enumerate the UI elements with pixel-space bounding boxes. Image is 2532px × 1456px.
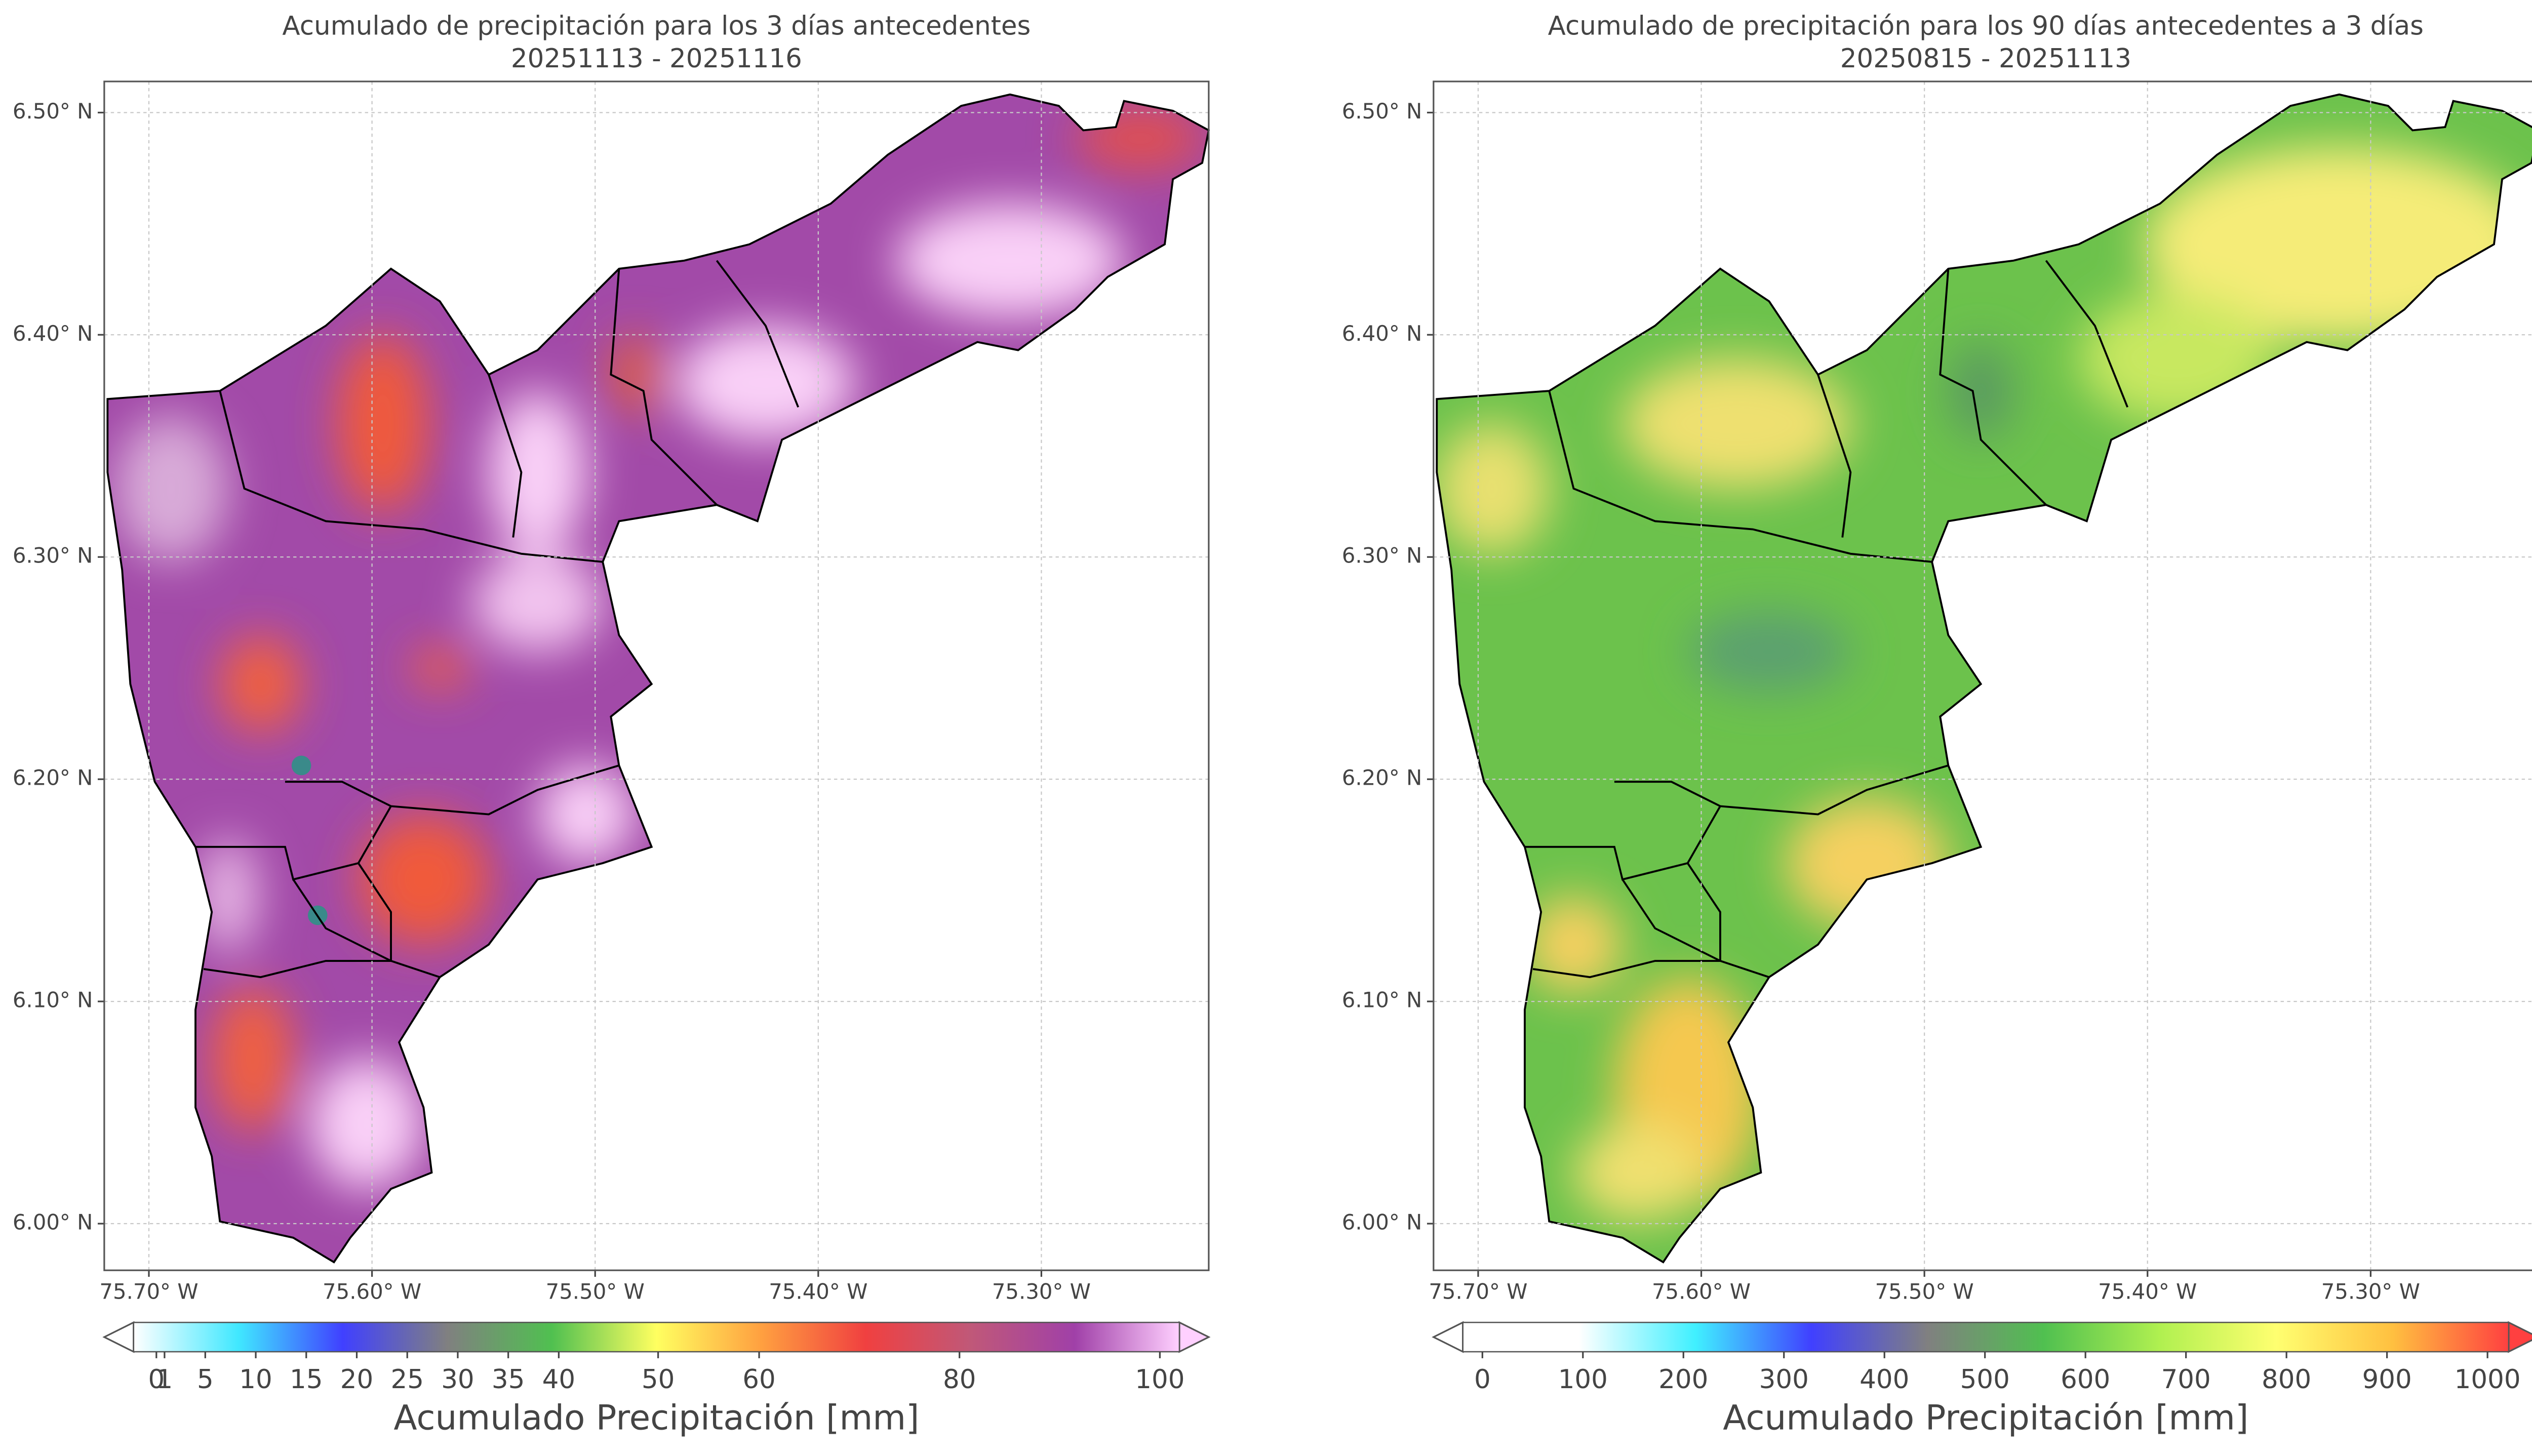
y-tick-label: 6.30° N	[1342, 543, 1422, 568]
y-tick-label: 6.20° N	[13, 765, 93, 790]
colorbar-tick-label: 60	[742, 1364, 775, 1395]
colorbar-tick-label: 30	[441, 1364, 474, 1395]
y-tick-label: 6.00° N	[13, 1210, 93, 1235]
colorbar-tick-label: 1	[156, 1364, 173, 1395]
panel-title: Acumulado de precipitación para los 90 d…	[1548, 11, 2424, 42]
colorbar-tick-label: 80	[943, 1364, 976, 1395]
colorbar-tick-label: 700	[2161, 1364, 2211, 1395]
colorbar-tick-label: 400	[1860, 1364, 1909, 1395]
y-tick-label: 6.10° N	[1342, 988, 1422, 1013]
colorbar	[133, 1321, 1180, 1353]
y-tick-label: 6.00° N	[1342, 1210, 1422, 1235]
x-tick-label: 75.50° W	[546, 1279, 645, 1304]
y-tick-label: 6.30° N	[13, 543, 93, 568]
map-frame	[1433, 80, 2532, 1271]
colorbar-tick-label: 600	[2061, 1364, 2110, 1395]
colorbar-label: Acumulado Precipitación [mm]	[393, 1398, 919, 1438]
panel-subtitle: 20251113 - 20251116	[511, 44, 802, 74]
colorbar-tick-label: 5	[197, 1364, 214, 1395]
y-tick-label: 6.40° N	[13, 321, 93, 346]
colorbar	[1462, 1321, 2510, 1353]
map-right	[1424, 82, 2532, 1270]
colorbar-tick-label: 1000	[2455, 1364, 2521, 1395]
x-tick-label: 75.70° W	[99, 1279, 198, 1304]
x-tick-label: 75.60° W	[1652, 1279, 1751, 1304]
colorbar-tick-label: 100	[1558, 1364, 1608, 1395]
colorbar-tick-label: 10	[239, 1364, 272, 1395]
y-tick-label: 6.40° N	[1342, 321, 1422, 346]
colorbar-max-arrow	[1178, 1321, 1211, 1353]
x-tick-label: 75.40° W	[769, 1279, 867, 1304]
y-tick-label: 6.20° N	[1342, 765, 1422, 790]
x-tick-label: 75.40° W	[2098, 1279, 2197, 1304]
colorbar-tick-label: 35	[492, 1364, 525, 1395]
colorbar-tick-label: 15	[290, 1364, 323, 1395]
colorbar-tick-label: 0	[1474, 1364, 1491, 1395]
colorbar-tick-label: 100	[1135, 1364, 1184, 1395]
panel-title: Acumulado de precipitación para los 3 dí…	[282, 11, 1031, 42]
colorbar-tick-label: 800	[2262, 1364, 2311, 1395]
colorbar-max-arrow	[2508, 1321, 2532, 1353]
y-tick-label: 6.50° N	[1342, 99, 1422, 124]
map-left	[107, 94, 1209, 1263]
colorbar-label: Acumulado Precipitación [mm]	[1723, 1398, 2248, 1438]
colorbar-min-arrow	[102, 1321, 135, 1353]
y-tick-label: 6.10° N	[13, 988, 93, 1013]
colorbar-tick-label: 300	[1759, 1364, 1809, 1395]
colorbar-tick-label: 40	[542, 1364, 575, 1395]
map-frame	[103, 80, 1210, 1271]
panel-subtitle: 20250815 - 20251113	[1840, 44, 2131, 74]
x-tick-label: 75.30° W	[2321, 1279, 2420, 1304]
colorbar-tick-label: 200	[1658, 1364, 1708, 1395]
colorbar-min-arrow	[1432, 1321, 1464, 1353]
y-tick-label: 6.50° N	[13, 99, 93, 124]
colorbar-tick-label: 500	[1960, 1364, 2010, 1395]
x-tick-label: 75.70° W	[1429, 1279, 1527, 1304]
x-tick-label: 75.50° W	[1875, 1279, 1974, 1304]
colorbar-tick-label: 0	[148, 1364, 165, 1395]
x-tick-label: 75.30° W	[992, 1279, 1091, 1304]
colorbar-tick-label: 50	[642, 1364, 675, 1395]
colorbar-tick-label: 20	[340, 1364, 373, 1395]
colorbar-tick-label: 25	[390, 1364, 423, 1395]
colorbar-tick-label: 900	[2362, 1364, 2412, 1395]
x-tick-label: 75.60° W	[323, 1279, 421, 1304]
